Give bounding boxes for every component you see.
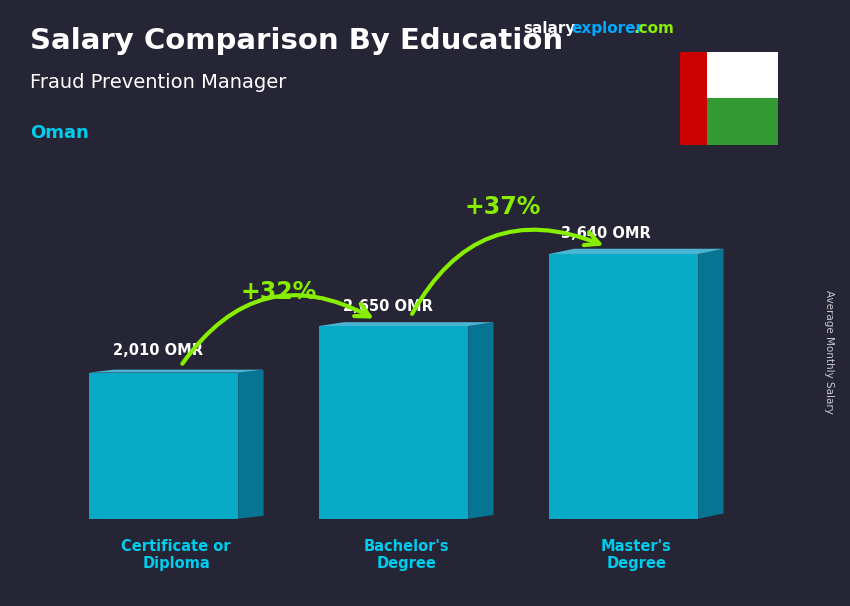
Polygon shape [698,248,723,519]
Bar [707,98,778,145]
Polygon shape [88,370,264,373]
Text: 2,010 OMR: 2,010 OMR [113,343,203,358]
Text: 2,650 OMR: 2,650 OMR [343,299,433,314]
Text: 3,640 OMR: 3,640 OMR [561,226,651,241]
Text: Master's
Degree: Master's Degree [601,539,672,571]
Bar [707,52,778,98]
Text: Salary Comparison By Education: Salary Comparison By Education [30,27,563,55]
Polygon shape [238,370,264,519]
Text: Bachelor's
Degree: Bachelor's Degree [363,539,449,571]
Polygon shape [468,322,494,519]
Text: salary: salary [523,21,575,36]
Bar [88,373,238,519]
Text: .com: .com [633,21,674,36]
Text: Average Monthly Salary: Average Monthly Salary [824,290,834,413]
Polygon shape [549,248,723,254]
Text: +37%: +37% [465,195,541,219]
Bar [319,326,468,519]
Text: Fraud Prevention Manager: Fraud Prevention Manager [30,73,286,92]
Text: Oman: Oman [30,124,88,142]
Text: +32%: +32% [241,279,316,304]
Text: explorer: explorer [571,21,643,36]
Text: Certificate or
Diploma: Certificate or Diploma [122,539,231,571]
Bar [549,254,698,519]
Polygon shape [319,322,494,326]
